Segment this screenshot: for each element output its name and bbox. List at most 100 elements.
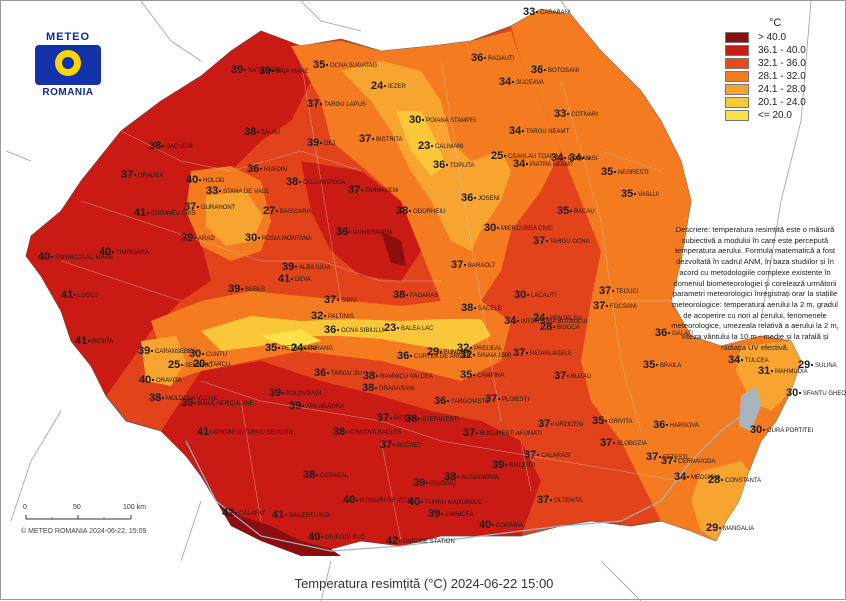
station-dot bbox=[686, 475, 690, 479]
station-marker: 24 PARANG bbox=[291, 342, 333, 354]
station-value: 38 bbox=[244, 126, 256, 138]
station-value: 35 bbox=[265, 342, 277, 354]
station-marker: 36 TARGOVISTE bbox=[434, 395, 489, 407]
legend-swatch bbox=[725, 45, 749, 57]
station-value: 37 bbox=[661, 455, 673, 467]
station-marker: 38 FAGARAS bbox=[393, 289, 438, 301]
station-dot bbox=[284, 513, 288, 517]
station-marker: 39 ARAD bbox=[181, 232, 215, 244]
station-name: GIURGIU SUD bbox=[325, 535, 366, 541]
station-value: 27 bbox=[263, 205, 275, 217]
station-dot bbox=[472, 373, 476, 377]
station-marker: 39 SEBES bbox=[228, 283, 265, 295]
station-name: BACAU bbox=[574, 209, 595, 215]
station-name: DUMBRAVENI bbox=[353, 230, 393, 236]
zone-peaks-yellow bbox=[261, 329, 321, 349]
station-name: DROBETA TURNU SEVERIN bbox=[214, 430, 293, 436]
zone-east bbox=[511, 9, 801, 541]
station-name: TECUCI bbox=[616, 289, 639, 295]
legend-item: 20.1 - 24.0 bbox=[725, 97, 835, 110]
station-value: 20 bbox=[193, 358, 205, 370]
station-name: ARAD bbox=[198, 236, 215, 242]
station-name: SFANTU GHEORGHE bbox=[803, 391, 846, 397]
legend-swatch bbox=[725, 84, 749, 96]
station-value: 36 bbox=[314, 367, 326, 379]
station-value: 38 bbox=[461, 302, 473, 314]
station-dot bbox=[375, 374, 379, 378]
station-marker: 30 MIERCUREA CIUC bbox=[484, 222, 554, 234]
station-name: COTNARI bbox=[571, 112, 598, 118]
legend-swatch bbox=[725, 32, 749, 44]
station-value: 30 bbox=[786, 387, 798, 399]
station-dot bbox=[469, 346, 473, 350]
station-marker: 35 GRIVITA bbox=[592, 415, 633, 427]
station-dot bbox=[525, 162, 529, 166]
station-dot bbox=[371, 137, 375, 141]
station-value: 37 bbox=[324, 294, 336, 306]
station-value: 42 bbox=[222, 507, 234, 519]
station-name: CLUJ-NAPOCA bbox=[303, 180, 345, 186]
station-marker: 35 OCNA SUGATAG bbox=[313, 59, 377, 71]
station-value: 39 bbox=[181, 397, 193, 409]
station-marker: 38 RAMNICU VALCEA bbox=[363, 370, 433, 382]
station-dot bbox=[491, 523, 495, 527]
station-value: 37 bbox=[554, 370, 566, 382]
station-name: STANA DE VALE bbox=[223, 189, 269, 195]
station-marker: 29 SULINA bbox=[798, 359, 837, 371]
station-marker: 38 ALEXANDRIA bbox=[444, 471, 499, 483]
station-marker: 36 OCNA SIBIULUI bbox=[324, 324, 385, 336]
station-dot bbox=[563, 156, 567, 160]
station-name: PATARLAGELE bbox=[530, 351, 572, 357]
station-dot bbox=[355, 498, 359, 502]
station-marker: 37 URZICENI bbox=[538, 418, 584, 430]
station-dot bbox=[290, 277, 294, 281]
station-dot bbox=[543, 68, 547, 72]
station-marker: 37 OLTENITA bbox=[537, 494, 582, 506]
station-name: ROMAN bbox=[568, 156, 590, 162]
station-dot bbox=[425, 481, 429, 485]
station-value: 37 bbox=[524, 449, 536, 461]
station-name: CERNAVODA bbox=[678, 459, 716, 465]
station-dot bbox=[566, 374, 570, 378]
station-dot bbox=[301, 404, 305, 408]
station-value: 39 bbox=[228, 283, 240, 295]
station-value: 24 bbox=[371, 80, 384, 92]
station-value: 30 bbox=[245, 232, 257, 244]
station-dot bbox=[569, 209, 573, 213]
station-name: BARAOLT bbox=[468, 263, 496, 269]
station-marker: 36 JOSENI bbox=[461, 192, 500, 204]
station-name: PITESTI bbox=[394, 416, 417, 422]
station-marker: 39 BAIA MARE bbox=[259, 65, 308, 77]
station-name: HOLOD bbox=[203, 178, 225, 184]
station-value: 33 bbox=[523, 6, 535, 18]
logo-bottom-text: ROMANIA bbox=[42, 87, 94, 98]
station-name: URZICENI bbox=[555, 422, 584, 428]
station-value: 37 bbox=[377, 412, 389, 424]
station-marker: 30 CUNTU bbox=[189, 348, 227, 360]
station-dot bbox=[325, 63, 329, 67]
station-dot bbox=[446, 399, 450, 403]
station-marker: 40 TIMISOARA bbox=[99, 246, 149, 258]
station-dot bbox=[550, 422, 554, 426]
station-value: 30 bbox=[750, 424, 762, 436]
station-dot bbox=[720, 478, 724, 482]
station-dot bbox=[545, 316, 549, 320]
station-marker: 38 SACUENI bbox=[149, 140, 193, 152]
station-value: 39 bbox=[231, 64, 243, 76]
station-name: TARNAVENI bbox=[365, 188, 399, 194]
station-name: POLOVRAGI bbox=[286, 391, 322, 397]
zone-western-mountains-cool bbox=[206, 191, 263, 246]
station-dot bbox=[234, 511, 238, 515]
station-marker: 32 SINAIA 1500 bbox=[460, 349, 512, 361]
station-dot bbox=[535, 10, 539, 14]
station-value: 30 bbox=[514, 289, 526, 301]
station-name: BISOCA bbox=[557, 325, 580, 331]
station-value: 38 bbox=[286, 176, 298, 188]
station-value: 36 bbox=[461, 192, 473, 204]
station-marker: 38 CRAIOVA BACLES bbox=[333, 426, 402, 438]
station-dot bbox=[389, 416, 393, 420]
station-value: 39 bbox=[282, 261, 294, 273]
station-dot bbox=[348, 230, 352, 234]
